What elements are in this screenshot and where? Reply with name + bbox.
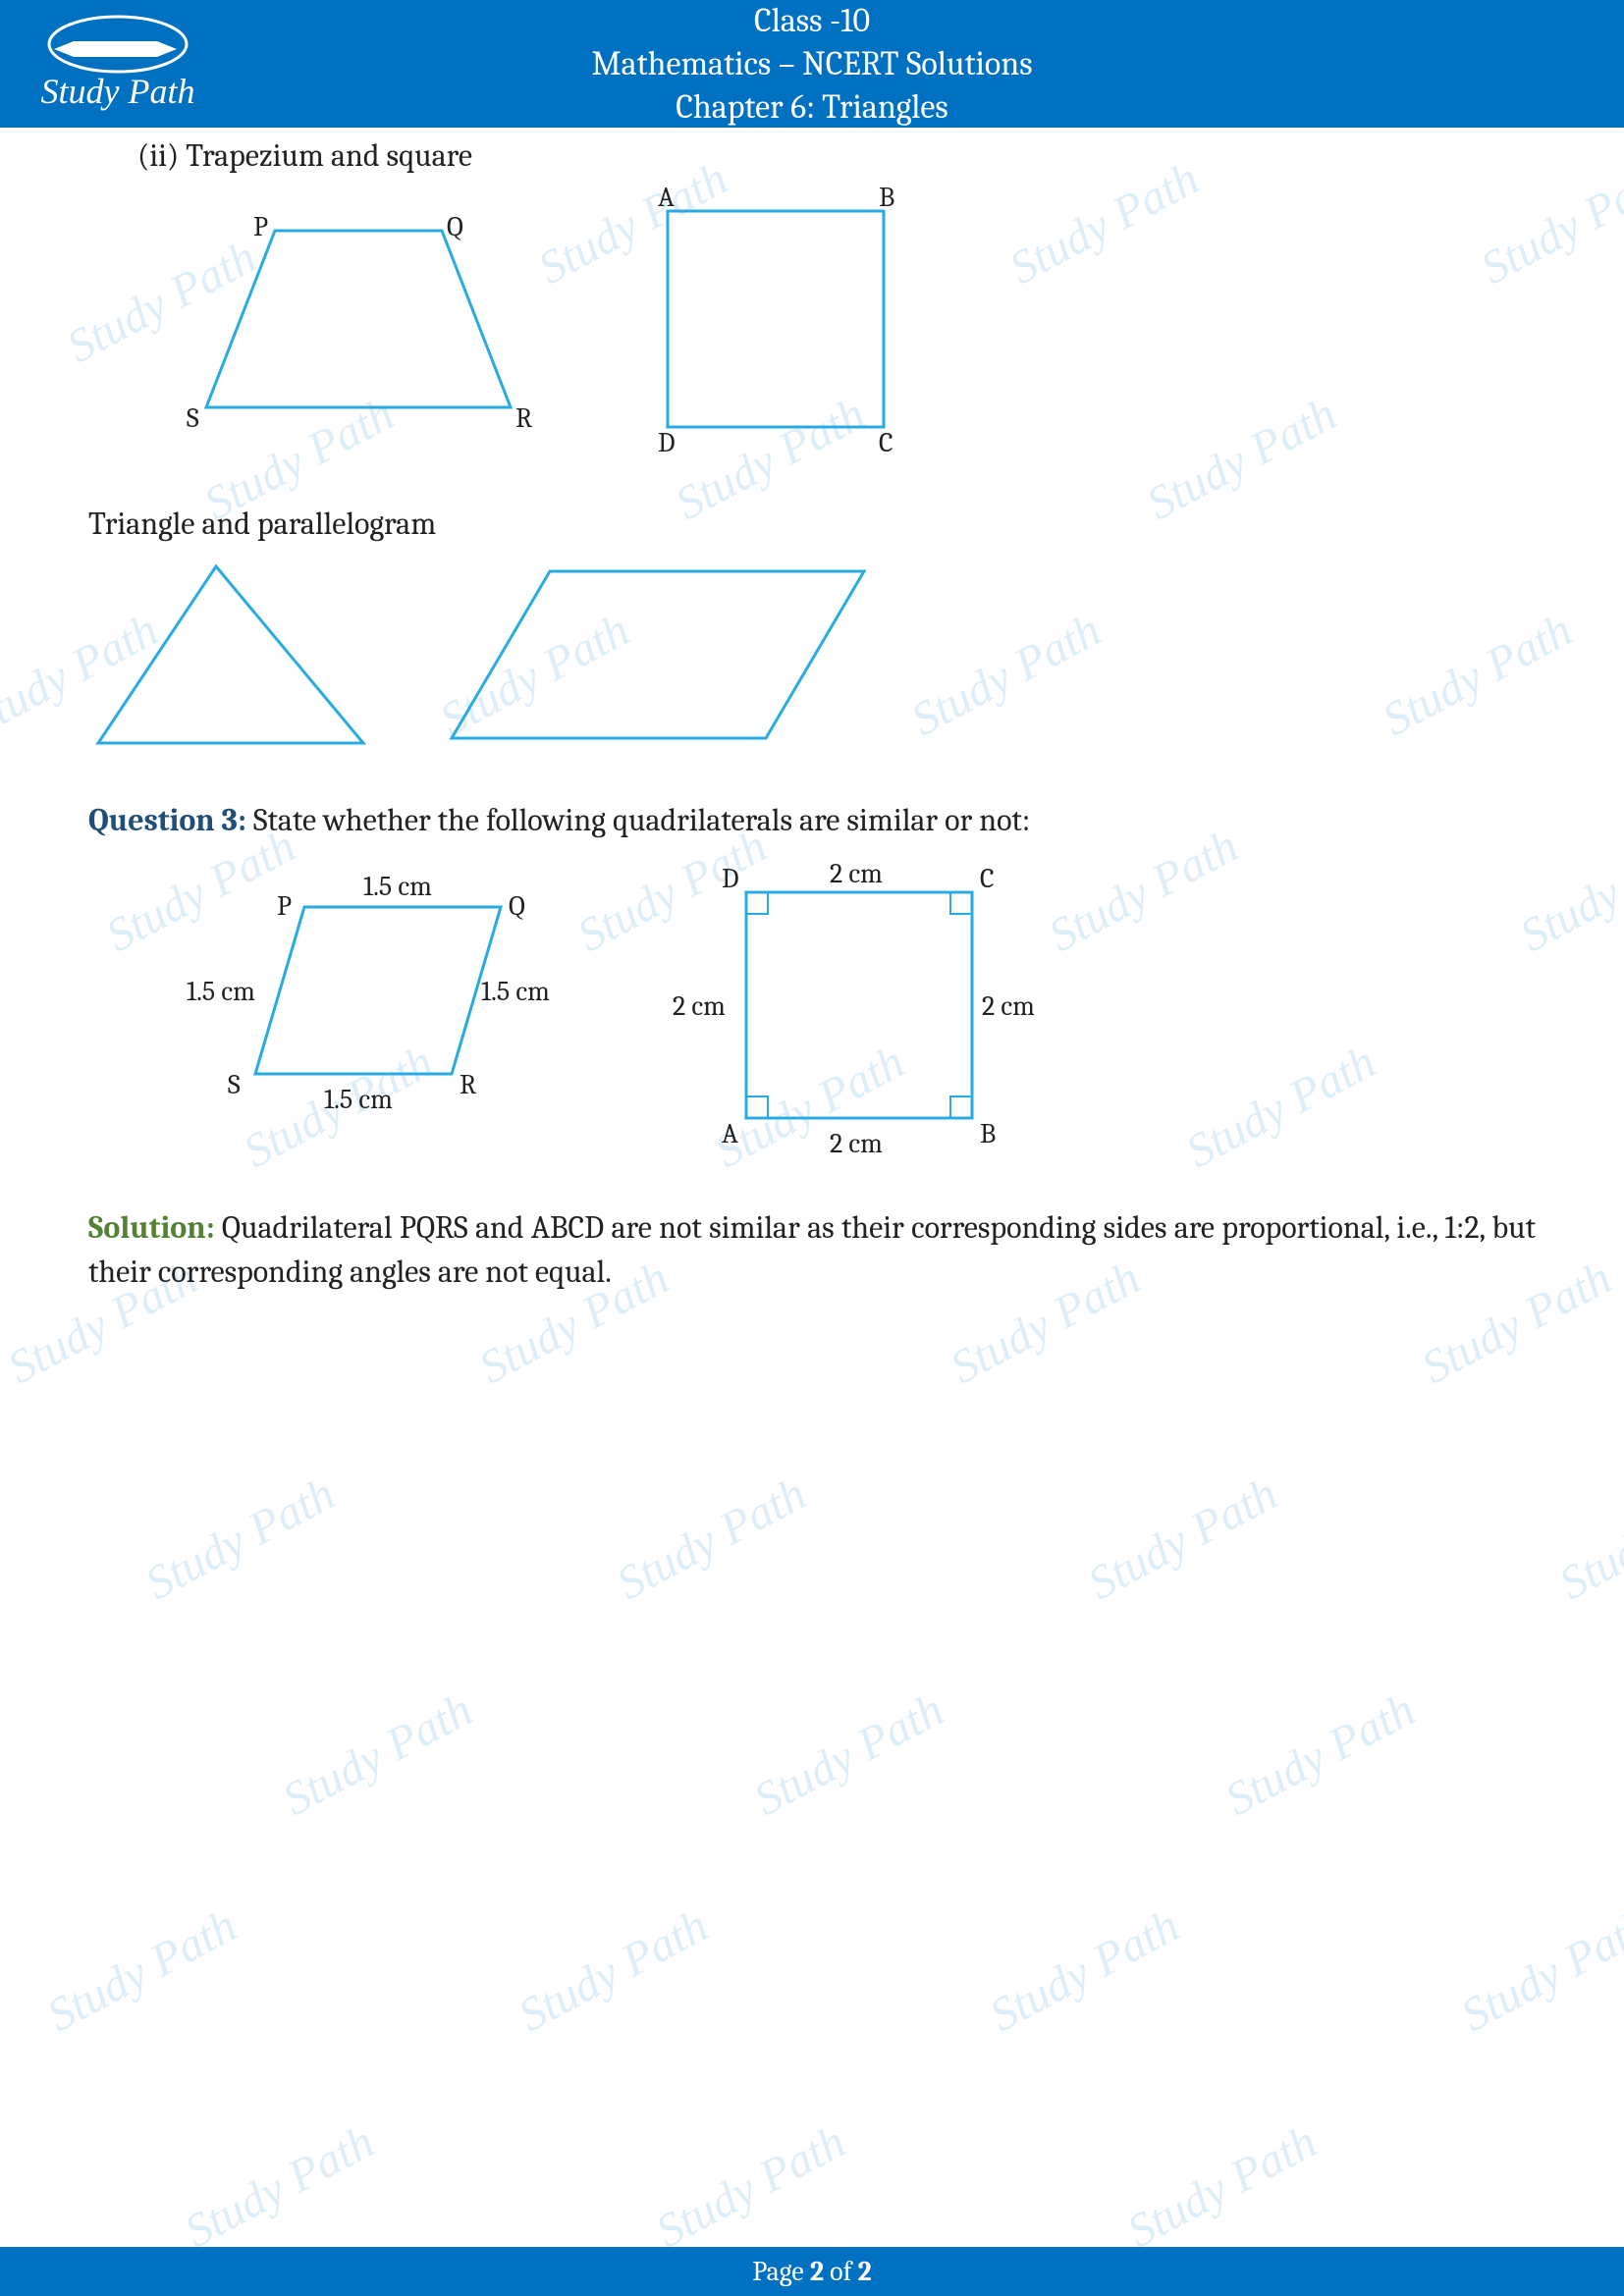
watermark: Study Path xyxy=(38,1898,245,2043)
label-B: B xyxy=(879,182,894,213)
question-3-shapes: P Q R S 1.5 cm 1.5 cm 1.5 cm 1.5 cm D xyxy=(187,853,1536,1167)
question-3-label: Question 3: xyxy=(88,802,246,838)
parallelogram-shape xyxy=(442,557,874,753)
watermark: Study Path xyxy=(136,1467,344,1611)
label-P2: P xyxy=(277,890,292,922)
watermark: Study Path xyxy=(1217,1682,1424,1827)
watermark: Study Path xyxy=(274,1682,481,1827)
label-Q: Q xyxy=(447,211,463,242)
page-footer: Page 2 of 2 xyxy=(0,2247,1624,2296)
watermark: Study Path xyxy=(1550,1467,1624,1611)
footer-total: 2 xyxy=(858,2256,872,2287)
label-A2: A xyxy=(722,1118,738,1149)
header-line1: Class -10 xyxy=(0,0,1624,42)
side-dc: 2 cm xyxy=(830,858,883,889)
page-header: Study Path Class -10 Mathematics – NCERT… xyxy=(0,0,1624,128)
question-3-text: Question 3: State whether the following … xyxy=(88,802,1536,838)
footer-prefix: Page xyxy=(752,2256,810,2287)
triangle-parallelogram-row xyxy=(88,557,1536,753)
header-text-block: Class -10 Mathematics – NCERT Solutions … xyxy=(0,0,1624,129)
label-Q2: Q xyxy=(509,890,525,922)
label-S: S xyxy=(187,402,199,434)
rhombus-pqrs: P Q R S 1.5 cm 1.5 cm 1.5 cm 1.5 cm xyxy=(187,853,560,1138)
solution-body: Quadrilateral PQRS and ABCD are not simi… xyxy=(88,1209,1536,1290)
label-S2: S xyxy=(228,1069,241,1100)
watermark: Study Path xyxy=(510,1898,717,2043)
watermark: Study Path xyxy=(608,1467,815,1611)
solution-text: Solution: Quadrilateral PQRS and ABCD ar… xyxy=(88,1206,1536,1295)
page-content: (ii) Trapezium and square P Q R S A B C … xyxy=(0,128,1624,1295)
trapezium-shape: P Q R S xyxy=(147,182,560,456)
side-pq: 1.5 cm xyxy=(363,871,432,902)
square-abcd-2cm: D C B A 2 cm 2 cm 2 cm 2 cm xyxy=(668,853,1041,1167)
watermark: Study Path xyxy=(1452,1898,1624,2043)
logo: Study Path xyxy=(29,10,206,118)
solution-label: Solution: xyxy=(88,1209,215,1246)
label-R2: R xyxy=(460,1069,476,1100)
triangle-shape xyxy=(88,557,383,753)
watermark: Study Path xyxy=(981,1898,1188,2043)
label-C2: C xyxy=(980,863,995,894)
side-cb: 2 cm xyxy=(982,990,1035,1022)
label-D2: D xyxy=(722,863,739,894)
label-A: A xyxy=(658,182,675,213)
question-3-body: State whether the following quadrilatera… xyxy=(246,802,1030,838)
logo-text: Study Path xyxy=(41,72,195,111)
side-ab: 2 cm xyxy=(830,1128,883,1159)
header-line2: Mathematics – NCERT Solutions xyxy=(0,42,1624,85)
side-sp: 1.5 cm xyxy=(187,976,255,1007)
watermark: Study Path xyxy=(647,2114,854,2259)
side-qr: 1.5 cm xyxy=(481,976,550,1007)
label-B2: B xyxy=(980,1118,996,1149)
side-da: 2 cm xyxy=(673,990,726,1022)
footer-middle: of xyxy=(824,2256,858,2287)
label-P: P xyxy=(253,211,268,242)
question-3: Question 3: State whether the following … xyxy=(88,802,1536,1295)
triangle-parallelogram-heading: Triangle and parallelogram xyxy=(88,506,1536,542)
watermark: Study Path xyxy=(1079,1467,1286,1611)
header-line3: Chapter 6: Triangles xyxy=(0,85,1624,129)
square-shape: A B C D xyxy=(638,182,913,456)
watermark: Study Path xyxy=(1118,2114,1326,2259)
label-C: C xyxy=(879,427,893,458)
watermark: Study Path xyxy=(745,1682,952,1827)
label-R: R xyxy=(515,402,532,434)
trapezium-square-row: P Q R S A B C D xyxy=(147,182,1536,456)
watermark: Study Path xyxy=(176,2114,383,2259)
label-D: D xyxy=(658,427,676,458)
footer-current: 2 xyxy=(810,2256,824,2287)
side-rs: 1.5 cm xyxy=(324,1084,393,1115)
item-ii-heading: (ii) Trapezium and square xyxy=(137,137,1536,174)
